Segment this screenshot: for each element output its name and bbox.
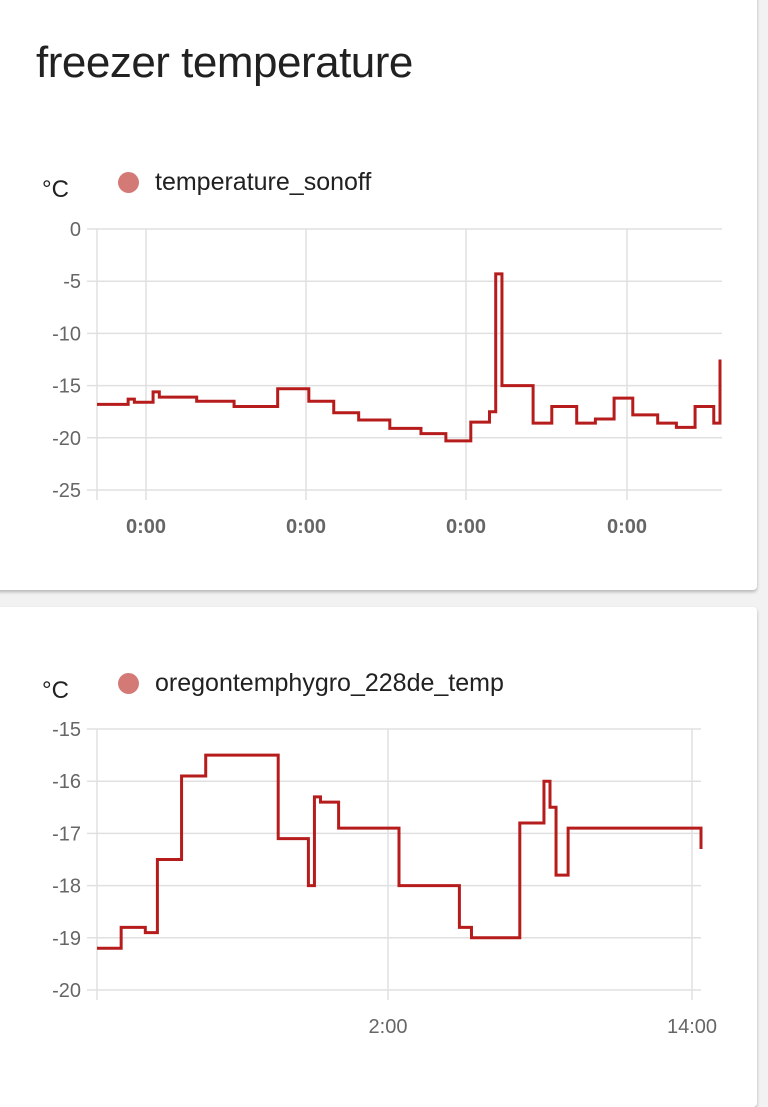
y-tick-label: 0 [70,219,81,241]
y-tick-label: -18 [52,876,81,898]
legend-label: temperature_sonoff [155,168,372,196]
legend-item-oregontemphygro[interactable]: oregontemphygro_228de_temp [118,669,504,698]
freezer-temperature-card [0,0,757,590]
legend-item-temperature-sonoff[interactable]: temperature_sonoff [118,168,371,197]
y-tick-label: -15 [52,719,81,741]
x-tick-label: 0:00 [286,516,326,538]
x-tick-label: 0:00 [607,516,647,538]
legend-label: oregontemphygro_228de_temp [155,669,504,697]
x-tick-label: 0:00 [126,516,166,538]
x-tick-label: 0:00 [446,516,486,538]
y-tick-label: -20 [52,980,81,1002]
y-tick-label: -25 [52,480,81,502]
y-tick-label: -15 [52,376,81,398]
data-line[interactable] [97,272,722,443]
x-tick-label: 14:00 [667,1016,717,1038]
y-tick-label: -19 [52,928,81,950]
legend-color-dot-icon [118,673,139,694]
x-tick-label: 2:00 [369,1016,408,1038]
y-axis-unit-2: °C [42,677,69,704]
y-tick-label: -17 [52,823,81,845]
y-tick-label: -16 [52,771,81,793]
y-axis-unit: °C [42,176,69,203]
card-title: freezer temperature [36,38,413,87]
data-line[interactable] [97,753,703,950]
y-tick-label: -5 [63,271,81,293]
y-tick-label: -20 [52,428,81,450]
legend-color-dot-icon [118,172,139,193]
y-tick-label: -10 [52,323,81,345]
